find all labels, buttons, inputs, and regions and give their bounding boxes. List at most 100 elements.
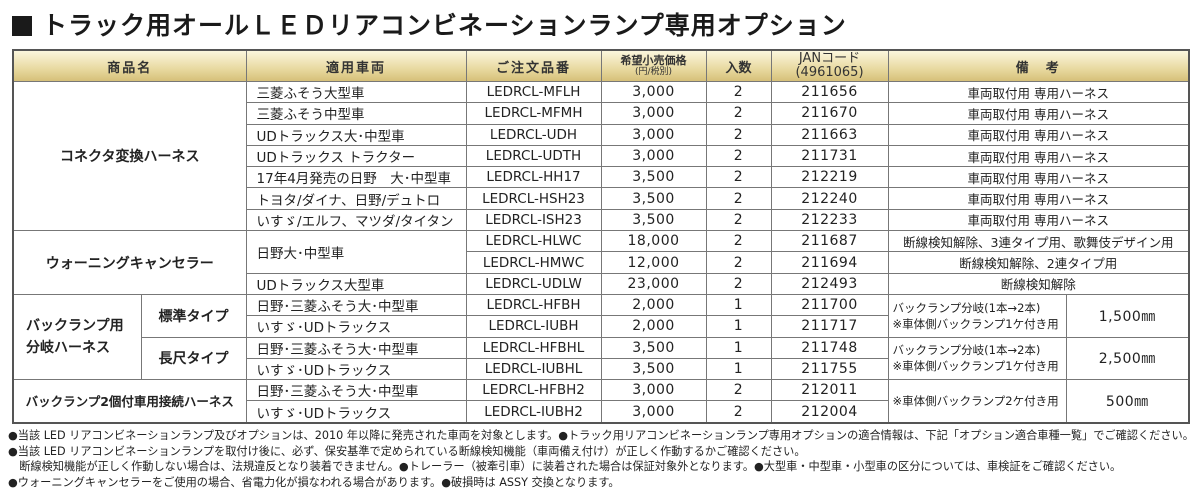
price: 12,000 [600,251,707,274]
table-body: コネクタ変換ハーネス 三菱ふそう大型車 LEDRCL-MFLH 3,000 2 21165… [12,80,1190,424]
quantity: 2 [705,272,772,295]
price: 23,000 [600,272,707,295]
price: 3,500 [600,357,707,381]
vehicle: UDトラックス大型車 [245,272,467,295]
order-number: LEDRCL-IUBH [465,315,602,338]
table-row: バックランプ2個付車用接続ハーネス 日野･三菱ふそう大･中型車 LEDRCL-HFB… [12,379,1190,424]
page-title: トラック用オールＬＥＤリアコンビネーションランプ専用オプション [12,6,847,42]
header-price-sub: (円/税別) [634,67,673,77]
remarks: 断線検知解除 [887,272,1190,295]
remarks: 車両取付用 専用ハーネス [887,144,1190,168]
jan-code: 211670 [770,102,889,125]
quantity: 1 [705,357,772,381]
order-number: LEDRCL-MFLH [465,80,602,104]
vehicle: 日野･三菱ふそう大･中型車 [245,336,467,359]
table-row: いすゞ･UDトラックス LEDRCL-IUBH2 3,000 2 212004 [13,400,1189,424]
jan-code: 211717 [770,315,889,338]
product-name: バックランプ用 分岐ハーネス [12,293,142,381]
price: 3,000 [600,400,707,424]
vehicle: 三菱ふそう大型車 [245,80,467,104]
jan-code: 212233 [770,208,889,232]
title-text: トラック用オールＬＥＤリアコンビネーションランプ専用オプション [42,11,847,40]
vehicle: 17年4月発売の日野 大･中型車 [245,166,467,189]
jan-code: 212240 [770,187,889,210]
vehicle: 日野大･中型車 [245,230,467,274]
price: 18,000 [600,230,707,253]
footnote: ●当該 LED リアコンビネーションランプを取付け後に、必ず、保安基準で定められ… [8,444,806,458]
price: 2,000 [600,315,707,338]
table-row: いすゞ･UDトラックス LEDRCL-IUBHL 3,500 1 211755 [13,357,1189,381]
vehicle: トヨタ/ダイナ、日野/デュトロ [245,187,467,210]
order-number: LEDRCL-MFMH [465,102,602,125]
header-qty: 入数 [705,49,772,82]
quantity: 2 [705,166,772,189]
order-number: LEDRCL-IUBHL [465,357,602,381]
vehicle: いすゞ/エルフ、マツダ/タイタン [245,208,467,232]
table-row: コネクタ変換ハーネス 三菱ふそう大型車 LEDRCL-MFLH 3,000 2 21165… [12,80,1190,232]
jan-code: 211663 [770,123,889,146]
order-number: LEDRCL-HMWC [465,251,602,274]
table-row: UDトラックス大･中型車 LEDRCL-UDH 3,000 2 211663 車両取付用 … [13,123,1190,146]
remarks: 車両取付用 専用ハーネス [887,208,1190,232]
remarks: バックランプ分岐(1本→2本) ※車体側バックランプ1ケ付き用 [887,293,1067,338]
price: 3,500 [600,187,707,210]
table-row: LEDRCL-HMWC 12,000 2 211694 断線検知解除、2連タイプ用 [13,251,1190,274]
square-bullet-icon [12,16,32,36]
price: 3,000 [600,80,707,104]
footnote: ●ウォーニングキャンセラーをご使用の場合、省電力化が損なわれる場合があります。●… [8,475,620,489]
price: 3,000 [600,102,707,125]
remarks: 車両取付用 専用ハーネス [887,102,1190,125]
remarks: 車両取付用 専用ハーネス [887,166,1190,189]
vehicle: 日野･三菱ふそう大･中型車 [245,293,467,317]
quantity: 2 [705,230,772,253]
footnote: ●当該 LED リアコンビネーションランプ及びオプションは、2010 年以降に発… [8,429,1194,442]
quantity: 2 [705,187,772,210]
price: 3,500 [600,166,707,189]
order-number: LEDRCL-ISH23 [465,208,602,232]
header-jan: JANコード (4961065) [770,49,889,82]
order-number: LEDRCL-HLWC [465,230,602,253]
cable-length: 500㎜ [1065,379,1190,424]
jan-code: 211687 [770,230,889,253]
quantity: 2 [705,80,772,104]
quantity: 2 [705,123,772,146]
header-row: 商品名 適用車両 ご注文品番 希望小売価格 (円/税別) 入数 JANコード (49… [12,49,1190,82]
cable-length: 1,500㎜ [1065,293,1190,338]
order-number: LEDRCL-IUBH2 [465,400,602,424]
jan-code: 211755 [770,357,889,381]
vehicle: いすゞ･UDトラックス [245,357,467,381]
table-row: ウォーニングキャンセラー 日野大･中型車 LEDRCL-HLWC 18,000 2 211… [12,230,1190,295]
product-name: バックランプ2個付車用接続ハーネス [12,379,247,424]
order-number: LEDRCL-UDTH [465,144,602,168]
jan-code: 211731 [770,144,889,168]
options-table: 商品名 適用車両 ご注文品番 希望小売価格 (円/税別) 入数 JANコード (49… [12,49,1191,424]
remarks: 車両取付用 専用ハーネス [887,187,1190,210]
jan-code: 211694 [770,251,889,274]
order-number: LEDRCL-HFBHL [465,336,602,359]
price: 2,000 [600,293,707,317]
remarks: 断線検知解除、2連タイプ用 [887,251,1190,274]
product-name: ウォーニングキャンセラー [12,230,247,295]
remarks: 断線検知解除、3連タイプ用、歌舞伎デザイン用 [887,230,1190,253]
product-name: コネクタ変換ハーネス [12,80,247,232]
remarks: 車両取付用 専用ハーネス [887,123,1190,146]
jan-code: 212219 [770,166,889,189]
price: 3,500 [600,336,707,359]
price: 3,000 [600,123,707,146]
jan-code: 211748 [770,336,889,359]
table-row: UDトラックス トラクター LEDRCL-UDTH 3,000 2 211731 車両取付… [13,144,1190,168]
remarks: 車両取付用 専用ハーネス [887,80,1190,104]
quantity: 2 [705,400,772,424]
quantity: 2 [705,208,772,232]
quantity: 2 [705,251,772,274]
quantity: 1 [705,315,772,338]
order-number: LEDRCL-HH17 [465,166,602,189]
vehicle: いすゞ･UDトラックス [245,315,467,338]
vehicle: UDトラックス トラクター [245,144,467,168]
header-jan-sub: (4961065) [795,65,864,80]
footnote: 断線検知機能が正しく作動しない場合は、法規違反となり装着できません。●トレーラー… [8,460,1122,473]
header-price: 希望小売価格 (円/税別) [600,49,707,82]
table-row: 長尺タイプ 日野･三菱ふそう大･中型車 LEDRCL-HFBHL 3,500 1 2117… [13,336,1190,381]
remarks: バックランプ分岐(1本→2本) ※車体側バックランプ1ケ付き用 [887,336,1067,381]
vehicle: 日野･三菱ふそう大･中型車 [245,379,467,402]
